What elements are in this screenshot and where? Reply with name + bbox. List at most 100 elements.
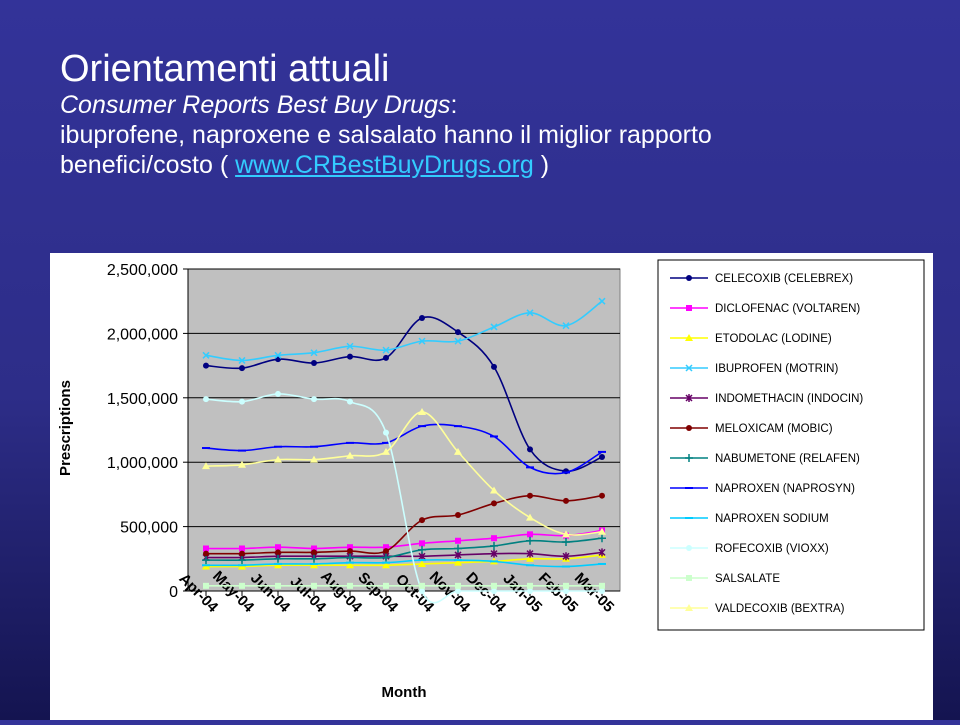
data-point bbox=[347, 353, 353, 360]
data-point bbox=[346, 553, 354, 562]
body-line-3-suffix: ) bbox=[533, 151, 550, 179]
data-point bbox=[203, 545, 209, 552]
data-point bbox=[310, 349, 318, 357]
y-tick-label: 1,500,000 bbox=[107, 391, 178, 408]
data-point bbox=[526, 549, 534, 558]
data-point bbox=[310, 554, 318, 563]
legend-label: SALSALATE bbox=[715, 573, 780, 585]
data-point bbox=[347, 548, 353, 555]
legend-label: CELECOXIB (CELEBREX) bbox=[715, 273, 853, 285]
subtitle-line: Consumer Reports Best Buy Drugs: bbox=[60, 90, 940, 120]
data-point bbox=[419, 517, 425, 524]
data-point bbox=[455, 537, 461, 544]
data-point bbox=[383, 544, 389, 551]
legend-marker bbox=[685, 454, 693, 462]
legend-label: ETODOLAC (LODINE) bbox=[715, 333, 832, 345]
legend-entry: SALSALATE bbox=[670, 573, 780, 585]
data-point bbox=[203, 582, 209, 589]
y-tick-label: 2,000,000 bbox=[107, 326, 178, 343]
data-point bbox=[599, 454, 605, 461]
data-point bbox=[490, 549, 498, 558]
series-11 bbox=[203, 582, 605, 589]
legend-marker bbox=[686, 275, 692, 281]
legend-label: MELOXICAM (MOBIC) bbox=[715, 423, 833, 435]
body-line-2: ibuprofene, naproxene e salsalato hanno … bbox=[60, 121, 712, 149]
legend-entry: MELOXICAM (MOBIC) bbox=[670, 423, 833, 435]
data-point bbox=[562, 552, 570, 561]
series-line bbox=[205, 300, 603, 362]
series-12 bbox=[202, 407, 606, 538]
data-point bbox=[202, 351, 210, 359]
legend-marker bbox=[686, 575, 692, 581]
series-4 bbox=[202, 297, 606, 364]
series-line bbox=[205, 554, 603, 568]
data-point bbox=[311, 545, 317, 552]
data-point bbox=[346, 561, 354, 569]
data-point bbox=[203, 362, 209, 369]
legend-marker bbox=[685, 364, 693, 372]
legend-label: IBUPROFEN (MOTRIN) bbox=[715, 363, 838, 375]
legend-entry: NAPROXEN (NAPROSYN) bbox=[670, 483, 855, 495]
data-point bbox=[382, 561, 390, 569]
legend-label: NABUMETONE (RELAFEN) bbox=[715, 453, 860, 465]
slide-title: Orientamenti attuali bbox=[60, 48, 390, 90]
data-point bbox=[562, 538, 570, 547]
y-axis-label: Prescriptions bbox=[57, 380, 74, 476]
crbestbuydrugs-link[interactable]: www.CRBestBuyDrugs.org bbox=[235, 151, 534, 179]
data-point bbox=[311, 396, 317, 403]
data-point bbox=[418, 407, 426, 415]
series-line bbox=[205, 551, 603, 559]
data-point bbox=[419, 588, 425, 594]
y-tick-label: 500,000 bbox=[120, 520, 178, 537]
data-point bbox=[238, 356, 246, 364]
legend-entry: INDOMETHACIN (INDOCIN) bbox=[670, 393, 863, 405]
x-axis-label: Month bbox=[382, 684, 427, 701]
slide-header: Orientamenti attuali Consumer Reports Be… bbox=[60, 48, 940, 180]
data-point bbox=[491, 535, 497, 542]
data-point bbox=[562, 530, 570, 538]
legend-label: ROFECOXIB (VIOXX) bbox=[715, 543, 829, 555]
data-point bbox=[526, 513, 534, 521]
data-point bbox=[239, 545, 245, 552]
data-point bbox=[311, 582, 317, 589]
series-8 bbox=[202, 423, 606, 475]
data-point bbox=[454, 447, 462, 455]
data-point bbox=[346, 451, 354, 459]
chart-panel: 0 500,000 1,000,000 1,500,000 2,000,000 2,500… bbox=[50, 253, 933, 720]
body-line-3: benefici/costo ( www.CRBestBuyDrugs.org … bbox=[60, 150, 940, 180]
legend-marker bbox=[685, 334, 693, 341]
data-point bbox=[239, 398, 245, 405]
series-1 bbox=[203, 314, 605, 475]
data-point bbox=[275, 549, 281, 556]
data-point bbox=[527, 446, 533, 453]
data-point bbox=[527, 588, 533, 594]
legend-entry: ETODOLAC (LODINE) bbox=[670, 333, 832, 345]
data-point bbox=[455, 329, 461, 336]
data-point bbox=[347, 398, 353, 405]
y-tick-label: 2,500,000 bbox=[107, 262, 178, 279]
legend-entry: VALDECOXIB (BEXTRA) bbox=[670, 603, 845, 615]
legend-marker bbox=[685, 604, 693, 611]
series-6 bbox=[203, 492, 605, 557]
legend-label: INDOMETHACIN (INDOCIN) bbox=[715, 393, 863, 405]
data-point bbox=[527, 492, 533, 499]
data-point bbox=[490, 541, 498, 550]
data-point bbox=[202, 462, 210, 470]
data-point bbox=[238, 460, 246, 468]
data-point bbox=[347, 544, 353, 551]
legend-label: NAPROXEN SODIUM bbox=[715, 513, 829, 525]
data-point bbox=[383, 548, 389, 555]
legend-entry: IBUPROFEN (MOTRIN) bbox=[670, 363, 838, 375]
data-point bbox=[455, 588, 461, 594]
data-point bbox=[563, 588, 569, 594]
data-point bbox=[418, 559, 426, 567]
legend-marker bbox=[686, 545, 692, 551]
data-point bbox=[274, 351, 282, 359]
data-point bbox=[527, 531, 533, 538]
data-point bbox=[275, 390, 281, 397]
legend-label: NAPROXEN (NAPROSYN) bbox=[715, 483, 855, 495]
data-point bbox=[238, 556, 246, 565]
legend-entry: NAPROXEN SODIUM bbox=[670, 513, 829, 525]
data-point bbox=[598, 534, 606, 543]
body-line-3-prefix: benefici/costo ( bbox=[60, 151, 236, 179]
